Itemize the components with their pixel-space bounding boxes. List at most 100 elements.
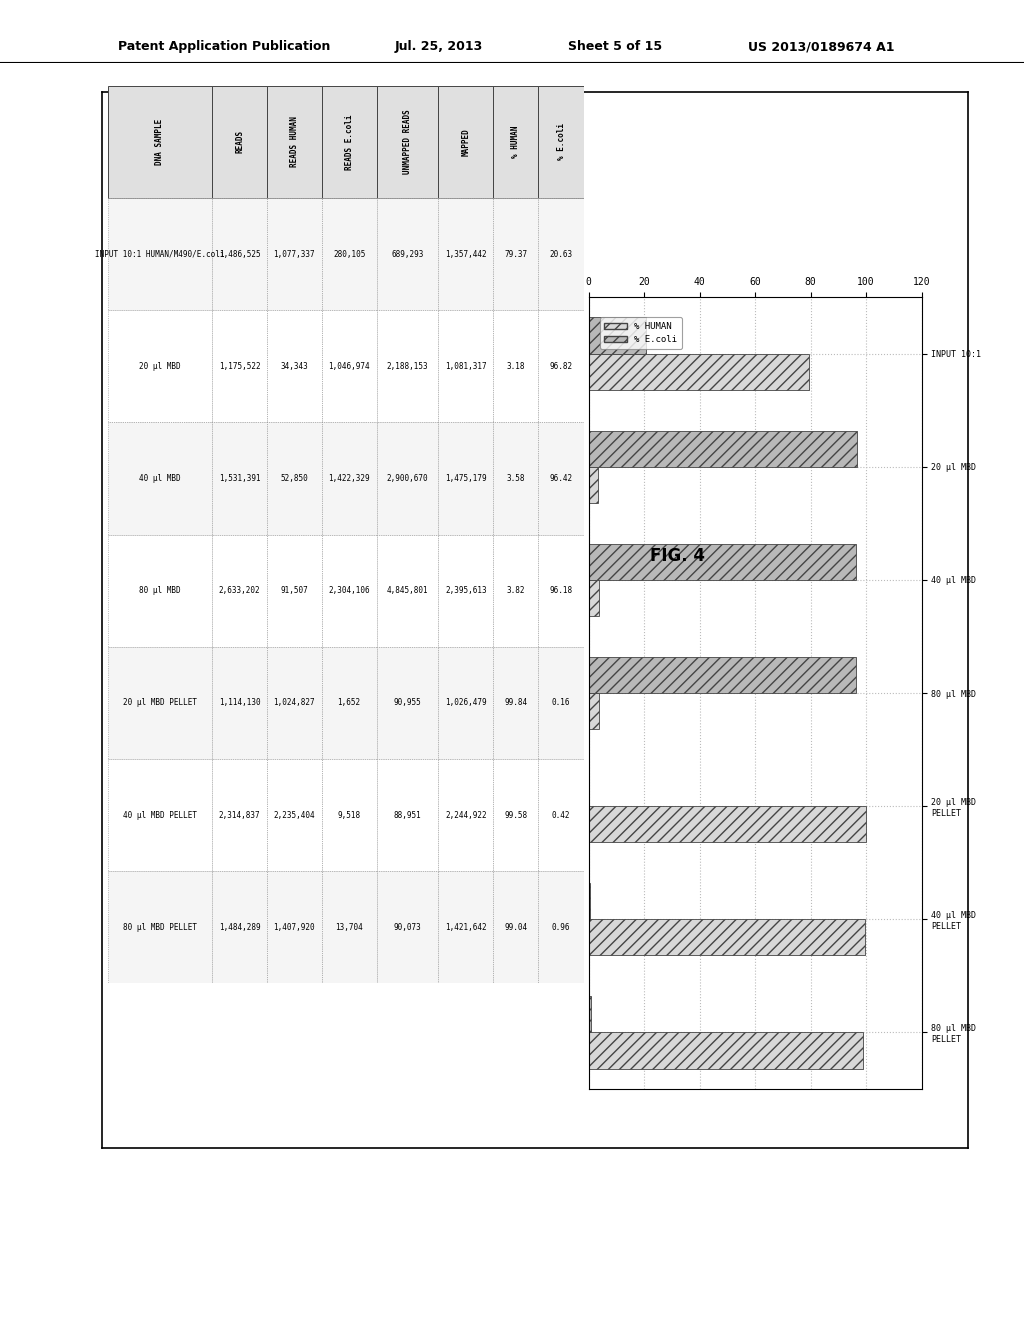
Bar <box>212 759 267 871</box>
Text: 13,704: 13,704 <box>335 923 364 932</box>
Text: 20 μl MBD PELLET: 20 μl MBD PELLET <box>123 698 197 708</box>
Legend: % HUMAN, % E.coli: % HUMAN, % E.coli <box>600 317 682 348</box>
Bar <box>377 871 438 983</box>
Bar <box>539 535 584 647</box>
Text: 0.96: 0.96 <box>552 923 570 932</box>
Bar <box>494 422 539 535</box>
Text: 3.58: 3.58 <box>507 474 525 483</box>
Text: 4,845,801: 4,845,801 <box>387 586 428 595</box>
Bar <box>322 871 377 983</box>
Text: 99.04: 99.04 <box>504 923 527 932</box>
Text: 1,046,974: 1,046,974 <box>329 362 370 371</box>
Text: 2,244,922: 2,244,922 <box>445 810 486 820</box>
Text: FIG. 4: FIG. 4 <box>650 546 706 565</box>
Text: 2,633,202: 2,633,202 <box>219 586 260 595</box>
Bar <box>108 759 212 871</box>
Bar <box>322 86 377 198</box>
Bar <box>212 535 267 647</box>
Text: 91,507: 91,507 <box>281 586 308 595</box>
Bar <box>267 198 322 310</box>
Bar <box>322 535 377 647</box>
Bar <box>377 310 438 422</box>
Text: 0.42: 0.42 <box>552 810 570 820</box>
Text: 689,293: 689,293 <box>391 249 424 259</box>
Bar <box>589 807 865 842</box>
Text: DNA SAMPLE: DNA SAMPLE <box>156 119 165 165</box>
Text: 96.42: 96.42 <box>550 474 572 483</box>
Text: 80 μl MBD PELLET: 80 μl MBD PELLET <box>123 923 197 932</box>
Text: 20 μl MBD: 20 μl MBD <box>139 362 180 371</box>
Bar <box>438 759 494 871</box>
Text: 280,105: 280,105 <box>333 249 366 259</box>
Bar <box>494 759 539 871</box>
Bar <box>494 198 539 310</box>
Bar <box>212 310 267 422</box>
Bar <box>539 86 584 198</box>
Text: 1,421,642: 1,421,642 <box>445 923 486 932</box>
Text: 1,475,179: 1,475,179 <box>445 474 486 483</box>
Bar <box>494 871 539 983</box>
Text: 1,175,522: 1,175,522 <box>219 362 260 371</box>
Bar <box>539 310 584 422</box>
Bar <box>212 871 267 983</box>
Bar <box>377 647 438 759</box>
Text: 96.82: 96.82 <box>550 362 572 371</box>
Text: INPUT 10:1 HUMAN/M490/E.coli: INPUT 10:1 HUMAN/M490/E.coli <box>95 249 224 259</box>
Bar <box>589 544 856 579</box>
Text: 1,484,289: 1,484,289 <box>219 923 260 932</box>
Text: 2,314,837: 2,314,837 <box>219 810 260 820</box>
Text: 1,114,130: 1,114,130 <box>219 698 260 708</box>
Text: 40 μl MBD PELLET: 40 μl MBD PELLET <box>123 810 197 820</box>
Bar <box>267 86 322 198</box>
Bar <box>108 647 212 759</box>
Text: 80 μl MBD: 80 μl MBD <box>139 586 180 595</box>
Text: 1,407,920: 1,407,920 <box>273 923 315 932</box>
Text: % E.coli: % E.coli <box>557 123 565 161</box>
Bar <box>212 422 267 535</box>
Bar <box>494 647 539 759</box>
Bar <box>589 693 599 729</box>
Bar <box>322 759 377 871</box>
Text: 2,900,670: 2,900,670 <box>387 474 428 483</box>
Bar <box>322 310 377 422</box>
Text: READS HUMAN: READS HUMAN <box>290 116 299 168</box>
Bar <box>494 535 539 647</box>
Bar <box>589 430 857 467</box>
Text: 1,486,525: 1,486,525 <box>219 249 260 259</box>
Text: 1,081,317: 1,081,317 <box>445 362 486 371</box>
Bar <box>377 422 438 535</box>
Bar <box>377 198 438 310</box>
Bar <box>212 647 267 759</box>
Bar <box>322 198 377 310</box>
Bar <box>377 86 438 198</box>
Text: MAPPED: MAPPED <box>462 128 470 156</box>
Bar <box>322 647 377 759</box>
Text: READS: READS <box>236 131 244 153</box>
Bar <box>108 86 212 198</box>
Text: UNMAPPED READS: UNMAPPED READS <box>403 110 412 174</box>
Bar <box>267 759 322 871</box>
Bar <box>438 86 494 198</box>
Bar <box>539 422 584 535</box>
Bar <box>438 647 494 759</box>
Bar <box>377 535 438 647</box>
Text: % HUMAN: % HUMAN <box>511 125 520 158</box>
Text: 3.82: 3.82 <box>507 586 525 595</box>
Text: 1,024,827: 1,024,827 <box>273 698 315 708</box>
Text: 90,955: 90,955 <box>393 698 421 708</box>
Bar <box>539 198 584 310</box>
Bar <box>438 535 494 647</box>
Text: 2,235,404: 2,235,404 <box>273 810 315 820</box>
Bar <box>322 422 377 535</box>
Bar <box>267 310 322 422</box>
Text: 1,357,442: 1,357,442 <box>445 249 486 259</box>
Bar <box>438 422 494 535</box>
Text: 3.18: 3.18 <box>507 362 525 371</box>
Bar <box>267 422 322 535</box>
Bar <box>212 198 267 310</box>
Text: READS E.coli: READS E.coli <box>345 114 353 170</box>
Text: Jul. 25, 2013: Jul. 25, 2013 <box>394 40 482 53</box>
Bar <box>589 919 865 956</box>
Bar <box>539 647 584 759</box>
Bar <box>377 759 438 871</box>
